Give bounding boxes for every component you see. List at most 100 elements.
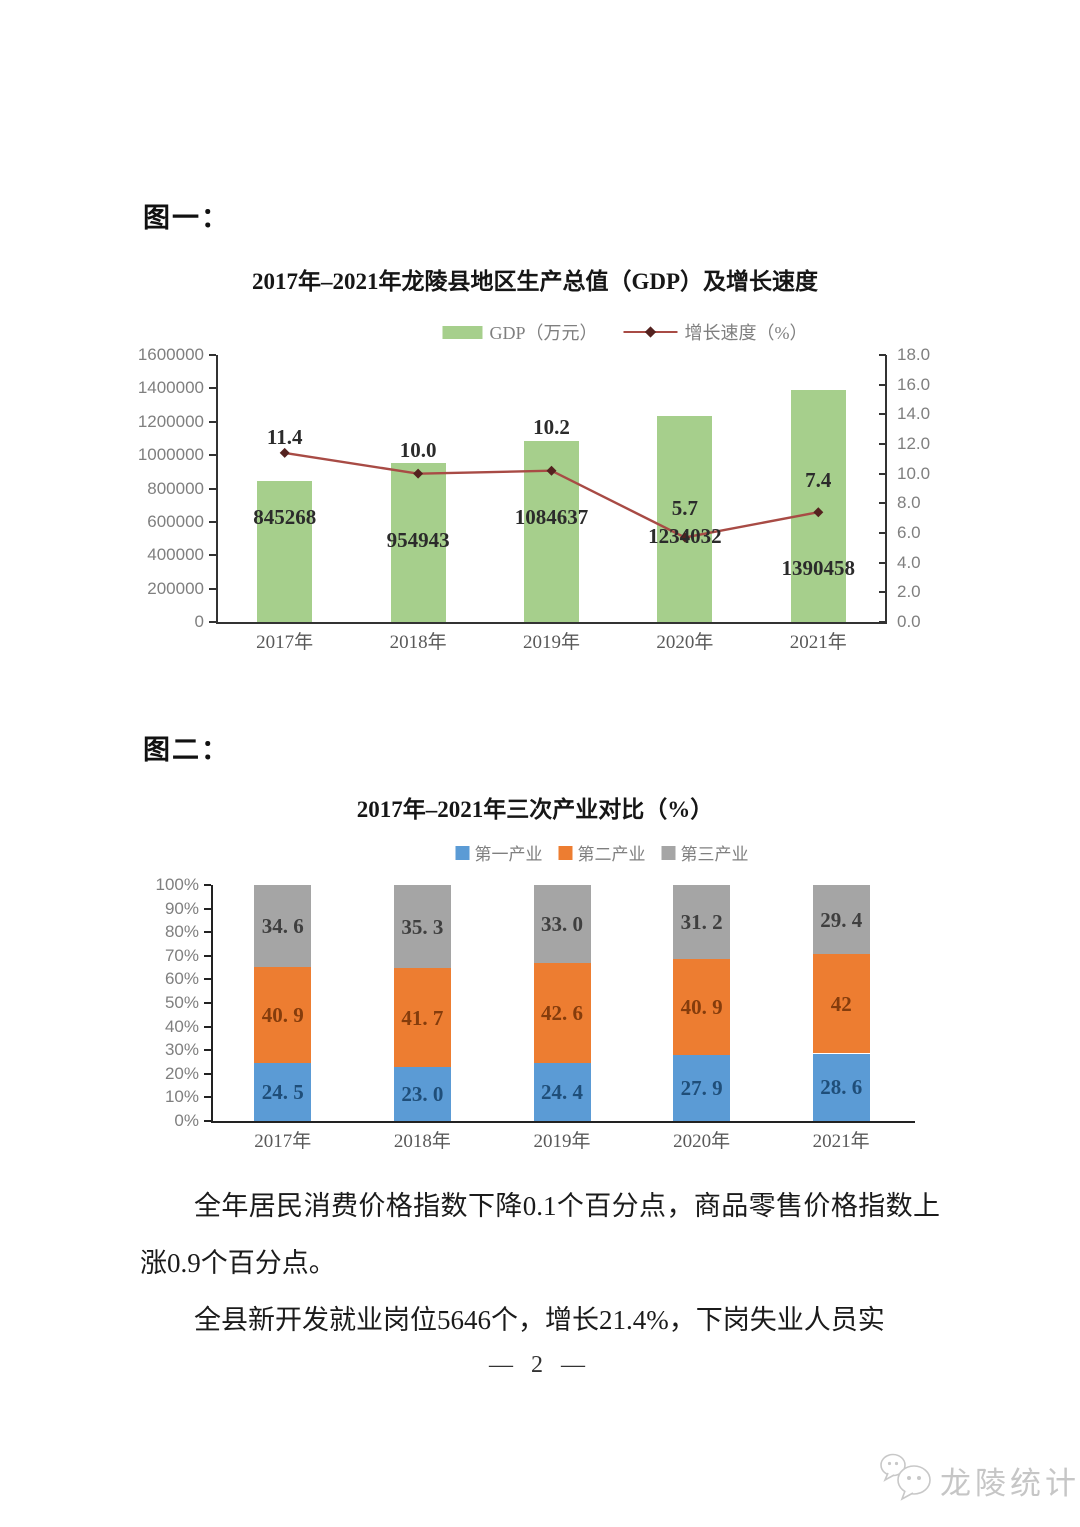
right-axis-tick (879, 383, 886, 386)
gdp-legend-swatch (442, 325, 483, 339)
y-axis-tick (204, 1120, 211, 1122)
figure1-label: 图一： (143, 203, 230, 233)
y-axis-tick (204, 954, 211, 957)
left-axis-tick (209, 420, 216, 423)
right-axis-tick (879, 502, 886, 505)
left-axis-tick (209, 487, 216, 490)
industry-segment-label: 34. 6 (261, 913, 304, 938)
x-axis-line (216, 622, 887, 624)
right-axis-tick-label: 4.0 (897, 552, 921, 572)
y-axis-tick-label: 70% (164, 945, 199, 965)
left-axis-tick (209, 520, 216, 523)
gdp-bar-value-label: 1234032 (648, 524, 722, 548)
gdp-bar-value-label: 954943 (386, 528, 450, 552)
right-axis-tick (879, 472, 886, 475)
gdp-bar-value-label: 845268 (253, 505, 317, 529)
gdp-bar-value-label: 1084637 (514, 505, 589, 529)
figure2-label: 图二： (143, 735, 230, 765)
left-axis-tick-label: 1400000 (137, 378, 204, 398)
legend-item-growth: 增长速度（%） (623, 319, 808, 345)
legend-swatch-2 (558, 845, 573, 860)
y-axis-tick (204, 1025, 211, 1028)
x-category-label: 2019年 (533, 1131, 591, 1152)
y-axis-tick (204, 1049, 211, 1052)
right-axis-tick-label: 14.0 (897, 404, 931, 424)
legend-item-3: 第三产业 (661, 840, 749, 865)
right-axis-tick-label: 12.0 (897, 434, 931, 453)
right-axis-tick (879, 354, 886, 356)
growth-rate-value-label: 10.2 (533, 415, 570, 439)
left-axis-tick (209, 387, 216, 390)
industry-segment-3 (254, 885, 312, 967)
x-category-label: 2021年 (789, 632, 847, 653)
growth-rate-value-label: 10.0 (399, 438, 437, 462)
left-axis-tick-label: 1000000 (137, 445, 204, 465)
industry-segment-label: 28. 6 (820, 1075, 863, 1100)
right-axis-tick-label: 10.0 (897, 463, 931, 483)
industry-segment-label: 42. 6 (541, 1001, 583, 1026)
growth-legend-label: 增长速度（%） (684, 323, 808, 343)
growth-rate-value-label: 7.4 (805, 468, 832, 492)
y-axis-tick (204, 1002, 211, 1004)
chart2-legend: 第一产业 第二产业 第三产业 (455, 840, 749, 865)
x-category-label: 2021年 (812, 1131, 870, 1152)
legend-swatch-1 (455, 845, 470, 860)
industry-segment-label: 31. 2 (680, 909, 723, 934)
industry-segment-label: 24. 4 (541, 1080, 583, 1105)
y-axis-tick (204, 884, 211, 886)
industry-segment-3 (393, 885, 451, 969)
industry-segment-2 (393, 968, 451, 1067)
industry-segment-2 (254, 966, 312, 1064)
industry-segment-label: 29. 4 (820, 907, 863, 932)
industry-segment-label: 27. 9 (680, 1076, 723, 1101)
right-axis-line (885, 355, 887, 624)
industry-segment-2 (533, 962, 591, 1064)
y-axis-tick-label: 60% (164, 969, 199, 989)
industry-segment-1 (812, 1053, 870, 1121)
watermark: 龙陵统计 (878, 1448, 1076, 1508)
legend-label-2: 第二产业 (577, 845, 646, 864)
industry-segment-label: 41. 7 (401, 1005, 444, 1030)
x-category-label: 2017年 (254, 1131, 312, 1152)
y-axis-tick (204, 1072, 211, 1075)
right-axis-tick (879, 561, 886, 564)
x-category-label: 2018年 (393, 1131, 451, 1152)
chart1-title: 2017年–2021年龙陵县地区生产总值（GDP）及增长速度 (251, 269, 819, 294)
page-number: — 2 — (489, 1352, 591, 1378)
y-axis-tick (204, 1096, 211, 1099)
left-axis-tick-label: 1600000 (137, 345, 204, 364)
left-axis-tick-label: 1200000 (137, 411, 204, 431)
y-axis-tick-label: 40% (164, 1016, 199, 1036)
y-axis-tick (204, 978, 211, 981)
right-axis-tick (879, 621, 886, 623)
y-axis-line (211, 885, 213, 1123)
x-category-label: 2018年 (389, 632, 447, 653)
industry-segment-label: 33. 0 (541, 911, 583, 936)
y-axis-tick-label: 80% (164, 922, 199, 942)
y-axis-tick-label: 50% (164, 993, 199, 1012)
left-axis-line (216, 355, 218, 624)
right-axis-tick-label: 16.0 (897, 374, 931, 394)
x-category-label: 2020年 (673, 1131, 731, 1152)
y-axis-tick-label: 100% (155, 875, 199, 894)
right-axis-tick (879, 443, 886, 445)
industry-segment-1 (533, 1063, 591, 1121)
paragraph-employment: 全县新开发就业岗位5646个，增长21.4%，下岗失业人员实 (194, 1305, 885, 1335)
left-axis-tick-label: 0 (194, 612, 204, 631)
y-axis-tick-label: 0% (174, 1111, 199, 1130)
industry-segment-2 (812, 954, 870, 1054)
watermark-text: 龙陵统计 (940, 1466, 1080, 1501)
industry-segment-label: 42 (830, 991, 852, 1016)
industry-segment-3 (812, 885, 870, 955)
industry-segment-1 (673, 1055, 731, 1121)
legend-label-1: 第一产业 (474, 845, 543, 864)
legend-item-gdp: GDP（万元） (442, 319, 598, 345)
industry-segment-3 (673, 885, 731, 959)
industry-segment-3 (533, 885, 591, 963)
x-category-label: 2019年 (522, 632, 580, 653)
industry-segment-1 (393, 1066, 451, 1121)
growth-rate-value-label: 5.7 (671, 496, 699, 520)
y-axis-tick-label: 30% (164, 1040, 199, 1060)
